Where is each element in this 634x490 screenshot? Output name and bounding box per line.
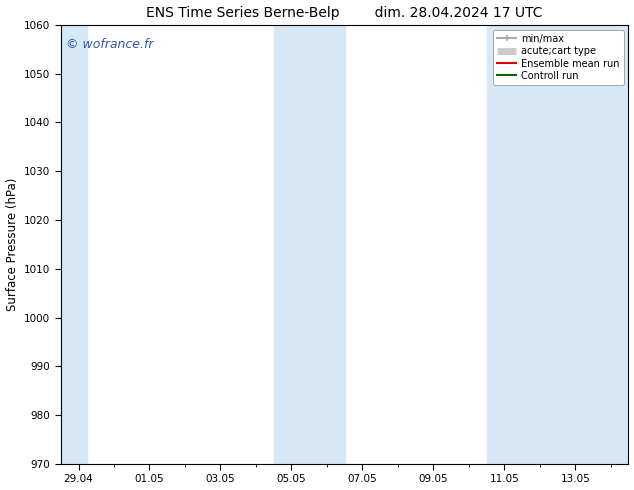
Bar	[486, 25, 628, 464]
Legend: min/max, acute;cart type, Ensemble mean run, Controll run: min/max, acute;cart type, Ensemble mean …	[493, 30, 624, 85]
Bar	[61, 25, 87, 464]
Bar	[274, 25, 345, 464]
Y-axis label: Surface Pressure (hPa): Surface Pressure (hPa)	[6, 178, 18, 311]
Title: ENS Time Series Berne-Belp        dim. 28.04.2024 17 UTC: ENS Time Series Berne-Belp dim. 28.04.20…	[146, 5, 543, 20]
Text: © wofrance.fr: © wofrance.fr	[67, 38, 154, 51]
